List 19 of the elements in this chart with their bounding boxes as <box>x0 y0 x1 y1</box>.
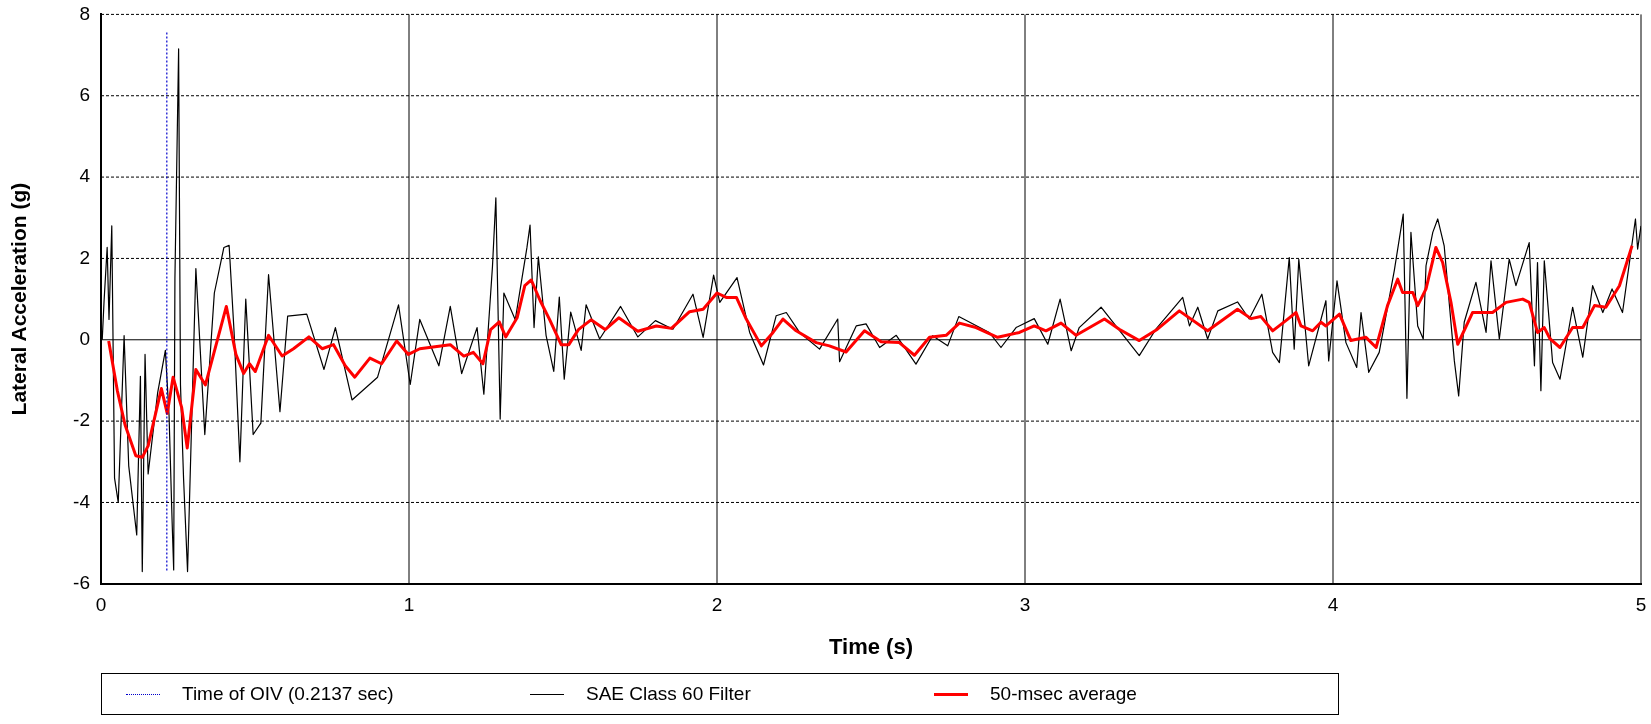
x-tick-label: 0 <box>95 594 107 616</box>
x-tick-label: 1 <box>403 594 415 616</box>
y-tick-label: -6 <box>73 572 90 594</box>
legend-label: 50-msec average <box>990 683 1137 705</box>
x-tick-label: 4 <box>1327 594 1339 616</box>
y-axis-title: Lateral Acceleration (g) <box>7 182 31 416</box>
x-tick-label: 2 <box>711 594 723 616</box>
x-tick-label: 3 <box>1019 594 1031 616</box>
legend-label: Time of OIV (0.2137 sec) <box>182 683 394 705</box>
y-tick-label: 2 <box>79 246 90 268</box>
y-tick-label: -4 <box>73 490 91 512</box>
y-tick-label: 0 <box>79 328 90 350</box>
y-tick-label: 8 <box>79 2 90 24</box>
x-tick-label: 5 <box>1635 594 1647 616</box>
legend-label: SAE Class 60 Filter <box>586 683 751 705</box>
y-tick-label: 6 <box>79 83 90 105</box>
x-axis-title: Time (s) <box>829 633 913 659</box>
y-tick-label: 4 <box>79 165 91 187</box>
y-tick-label: -2 <box>73 409 90 431</box>
